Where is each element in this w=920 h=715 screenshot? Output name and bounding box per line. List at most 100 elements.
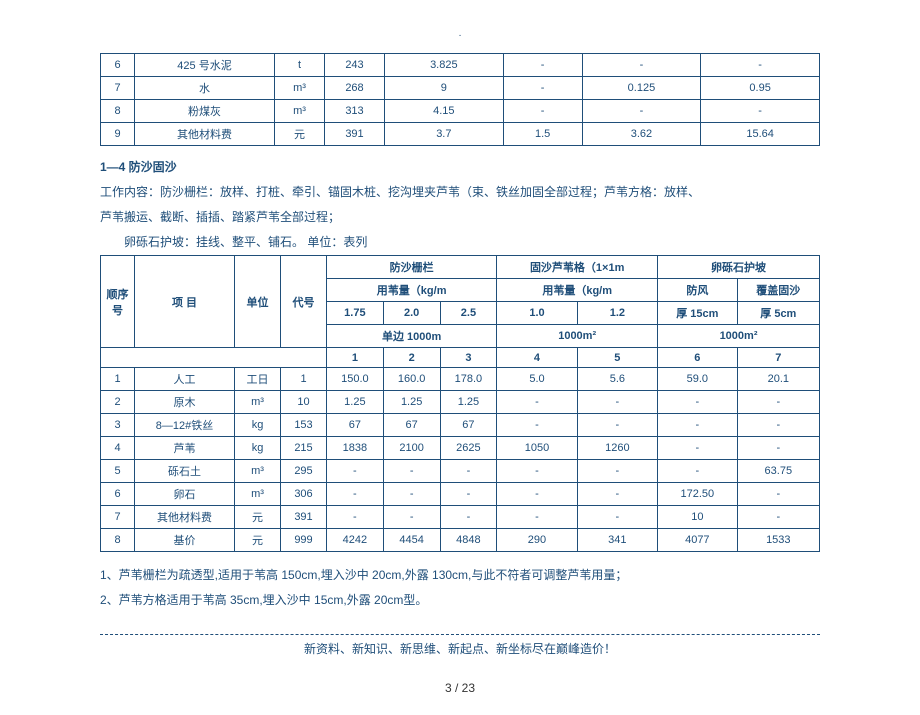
table-row: 4芦苇kg21518382100262510501260-- — [101, 437, 820, 460]
table-cell: m³ — [235, 391, 281, 414]
table-cell: - — [658, 460, 738, 483]
th-group2: 固沙芦苇格（1×1m — [497, 256, 658, 279]
table-cell: 7 — [101, 506, 135, 529]
table-cell: - — [577, 483, 657, 506]
top-table: 6425 号水泥t2433.825---7水m³2689-0.1250.958粉… — [100, 53, 820, 146]
table-cell: 59.0 — [658, 368, 738, 391]
table-cell: 295 — [281, 460, 327, 483]
table-cell: 10 — [281, 391, 327, 414]
table-cell: 8 — [101, 100, 135, 123]
table-row: 38—12#铁丝kg153676767---- — [101, 414, 820, 437]
table-cell: 其他材料费 — [135, 506, 235, 529]
table-cell: 5.6 — [577, 368, 657, 391]
table-row: 8粉煤灰m³3134.15--- — [101, 100, 820, 123]
table-cell: - — [701, 100, 820, 123]
table-row: 9其他材料费元3913.71.53.6215.64 — [101, 123, 820, 146]
th-v1: 1.75 — [327, 302, 384, 325]
table-cell: - — [737, 391, 819, 414]
th-sub2: 用苇量（kg/m — [497, 279, 658, 302]
table-row: 2原木m³101.251.251.25---- — [101, 391, 820, 414]
table-cell: 1.25 — [440, 391, 497, 414]
table-cell: 178.0 — [440, 368, 497, 391]
table-cell: 243 — [325, 54, 385, 77]
table-cell: 2625 — [440, 437, 497, 460]
table-cell: - — [658, 391, 738, 414]
top-decor: · — [100, 30, 820, 41]
table-cell: m³ — [275, 100, 325, 123]
table-cell: 水 — [135, 77, 275, 100]
table-cell: 1533 — [737, 529, 819, 552]
table-cell: 人工 — [135, 368, 235, 391]
th-group1: 防沙栅栏 — [327, 256, 497, 279]
th-c5: 5 — [577, 348, 657, 368]
table-cell: - — [737, 506, 819, 529]
table-row: 5砾石土m³295------63.75 — [101, 460, 820, 483]
table-cell: - — [497, 460, 577, 483]
table-cell: kg — [235, 437, 281, 460]
table-cell: - — [737, 483, 819, 506]
table-cell: 313 — [325, 100, 385, 123]
work-content-line3: 卵砾石护坡：挂线、整平、铺石。 单位：表列 — [100, 231, 820, 254]
table-cell: 4454 — [383, 529, 440, 552]
table-cell: - — [383, 506, 440, 529]
table-cell: - — [440, 506, 497, 529]
table-cell: - — [503, 54, 582, 77]
th-unit: 单位 — [235, 256, 281, 348]
table-cell: 3.7 — [385, 123, 504, 146]
table-cell: - — [327, 506, 384, 529]
th-v5: 1.2 — [577, 302, 657, 325]
table-cell: 7 — [101, 77, 135, 100]
table-cell: 5 — [101, 460, 135, 483]
table-cell: t — [275, 54, 325, 77]
th-group3: 卵砾石护坡 — [658, 256, 820, 279]
table-cell: 290 — [497, 529, 577, 552]
table-cell: - — [658, 414, 738, 437]
th-v3: 2.5 — [440, 302, 497, 325]
note-1: 1、芦苇栅栏为疏透型,适用于苇高 150cm,埋入沙中 20cm,外露 130c… — [100, 564, 820, 587]
table-cell: 391 — [325, 123, 385, 146]
table-cell: - — [503, 77, 582, 100]
table-cell: - — [701, 54, 820, 77]
table-cell: 150.0 — [327, 368, 384, 391]
table-cell: 67 — [440, 414, 497, 437]
work-content-line1: 工作内容：防沙栅栏：放样、打桩、牵引、锚固木桩、挖沟埋夹芦苇（束、铁丝加固全部过… — [100, 181, 820, 204]
th-c2: 2 — [383, 348, 440, 368]
table-cell: 砾石土 — [135, 460, 235, 483]
table-cell: 元 — [235, 529, 281, 552]
table-cell: 341 — [577, 529, 657, 552]
table-cell: 306 — [281, 483, 327, 506]
table-cell: 卵石 — [135, 483, 235, 506]
table-cell: 172.50 — [658, 483, 738, 506]
table-cell: - — [737, 437, 819, 460]
table-cell: 67 — [383, 414, 440, 437]
table-cell: 芦苇 — [135, 437, 235, 460]
table-row: 8基价元99942424454484829034140771533 — [101, 529, 820, 552]
table-cell: - — [440, 483, 497, 506]
th-blank — [101, 348, 327, 368]
table-cell: - — [582, 100, 701, 123]
table-cell: 67 — [327, 414, 384, 437]
table-cell: 元 — [235, 506, 281, 529]
table-cell: 999 — [281, 529, 327, 552]
th-v6: 厚 15cm — [658, 302, 738, 325]
table-cell: - — [440, 460, 497, 483]
table-cell: kg — [235, 414, 281, 437]
table-cell: 3.825 — [385, 54, 504, 77]
table-cell: - — [503, 100, 582, 123]
table-cell: - — [327, 460, 384, 483]
table-cell: 4242 — [327, 529, 384, 552]
main-table: 顺序号 项 目 单位 代号 防沙栅栏 固沙芦苇格（1×1m 卵砾石护坡 用苇量（… — [100, 255, 820, 552]
th-span1: 单边 1000m — [327, 325, 497, 348]
table-cell: m³ — [235, 483, 281, 506]
table-cell: 0.95 — [701, 77, 820, 100]
th-sub32: 覆盖固沙 — [737, 279, 819, 302]
table-cell: 基价 — [135, 529, 235, 552]
table-cell: - — [577, 506, 657, 529]
table-cell: 1 — [281, 368, 327, 391]
table-cell: 1 — [101, 368, 135, 391]
table-cell: 6 — [101, 54, 135, 77]
th-c4: 4 — [497, 348, 577, 368]
th-sub1: 用苇量（kg/m — [327, 279, 497, 302]
table-cell: 153 — [281, 414, 327, 437]
table-cell: 4077 — [658, 529, 738, 552]
